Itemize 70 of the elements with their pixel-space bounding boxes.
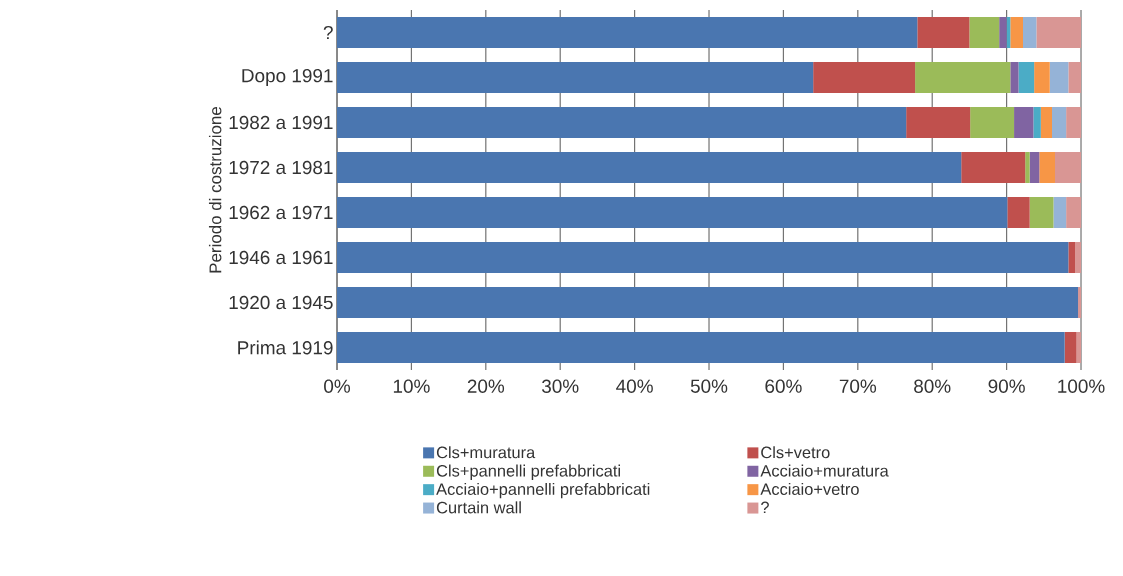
y-tick-label: Dopo 1991: [242, 68, 333, 87]
bar: [1029, 196, 1054, 228]
bar: [1054, 151, 1082, 183]
bar: [915, 62, 1011, 93]
bar: [337, 241, 1069, 273]
bar: [1040, 107, 1052, 138]
bar: [337, 151, 962, 183]
bar: [337, 331, 1065, 363]
bar: [1075, 241, 1082, 273]
legend-label: Acciaio+muratura: [760, 464, 889, 477]
bar: [1064, 331, 1077, 363]
bar: [970, 107, 1015, 138]
bar: [917, 17, 970, 48]
bar: [1033, 107, 1041, 138]
bar: [1053, 196, 1067, 228]
bar: [1076, 331, 1082, 363]
bar: [1068, 62, 1082, 93]
bar: [337, 107, 907, 138]
y-tick-label: Prima 1919: [238, 340, 333, 355]
bar: [1010, 62, 1019, 93]
x-tick-label: 80%: [914, 379, 951, 393]
y-tick-label: 1962 a 1971: [229, 205, 333, 220]
bar: [337, 286, 1079, 318]
bar: [1022, 17, 1037, 48]
y-tick-label: 1972 a 1981: [229, 160, 333, 175]
legend-label: Cls+pannelli prefabbricati: [436, 464, 620, 480]
bar: [1039, 151, 1055, 183]
bar: [1018, 62, 1035, 93]
bar: [1036, 17, 1082, 48]
legend-label: Cls+vetro: [761, 446, 830, 459]
x-tick-label: 70%: [839, 379, 877, 393]
bar: [1078, 286, 1082, 318]
legend-label: Acciaio+pannelli prefabbricati: [436, 482, 650, 499]
y-tick-label: ?: [323, 25, 333, 40]
x-tick-label: 40%: [616, 379, 653, 393]
bar: [961, 151, 1026, 183]
y-tick-label: 1946 a 1961: [229, 250, 333, 265]
legend-label: ?: [761, 501, 769, 514]
bar: [999, 17, 1007, 48]
x-tick-label: 0%: [324, 379, 351, 393]
bar: [1025, 151, 1030, 183]
bar: [337, 62, 814, 93]
legend-label: Cls+muratura: [436, 446, 536, 459]
bar: [1029, 151, 1040, 183]
x-tick-label: 20%: [467, 379, 505, 393]
bar: [813, 62, 916, 93]
bar: [337, 17, 918, 48]
bar: [1068, 241, 1076, 273]
x-tick-label: 100%: [1058, 379, 1105, 393]
x-tick-label: 90%: [988, 379, 1025, 393]
bar: [1049, 62, 1069, 93]
bar: [1014, 107, 1034, 138]
bar: [1010, 17, 1023, 48]
y-tick-label: 1982 a 1991: [229, 115, 333, 130]
bar: [1007, 196, 1030, 228]
bar: [1066, 196, 1082, 228]
bar: [906, 107, 971, 138]
x-tick-label: 50%: [690, 379, 728, 393]
bar: [969, 17, 1000, 48]
legend-label: Acciaio+vetro: [760, 482, 859, 496]
bar: [1052, 107, 1067, 138]
y-tick-label: 1920 a 1945: [229, 295, 333, 310]
x-tick-label: 10%: [393, 379, 430, 393]
y-axis-title: Periodo di costruzione: [208, 107, 222, 273]
bar: [1034, 62, 1050, 93]
legend-label: Curtain wall: [436, 501, 521, 514]
x-tick-label: 60%: [765, 379, 802, 393]
x-tick-label: 30%: [541, 379, 579, 393]
bar: [1066, 107, 1082, 138]
bar: [337, 196, 1008, 228]
